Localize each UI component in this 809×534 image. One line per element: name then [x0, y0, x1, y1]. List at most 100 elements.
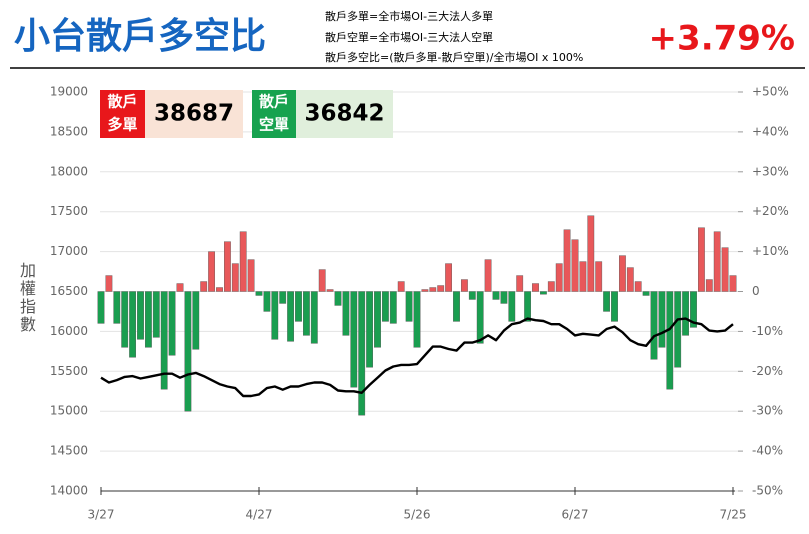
y-tick-label: 14000: [50, 484, 88, 498]
chart-title: 小台散戶多空比: [14, 16, 266, 57]
y2-tick-label: -40%: [752, 444, 783, 458]
bar: [508, 291, 516, 322]
bar: [389, 291, 397, 324]
bar: [176, 283, 184, 292]
bar: [326, 289, 334, 292]
bar: [437, 285, 445, 292]
legend-value-box: [296, 90, 393, 138]
bar: [587, 215, 595, 292]
bar: [223, 241, 231, 292]
headline: +3.79%: [649, 19, 795, 59]
legend-label: 空單: [259, 116, 289, 134]
bar: [658, 291, 666, 348]
bar: [650, 291, 658, 360]
bar: [611, 291, 618, 322]
bar: [318, 269, 326, 292]
bar: [105, 275, 113, 292]
bar: [421, 289, 429, 292]
bar: [358, 291, 366, 416]
bar: [626, 267, 634, 292]
y-tick-label: 15000: [50, 404, 88, 418]
bar: [468, 291, 476, 300]
bar: [334, 291, 342, 306]
bar: [532, 283, 539, 292]
bar: [705, 279, 713, 292]
y2-tick-label: 0: [752, 284, 760, 298]
note: 散戶空單=全市場OI-三大法人空單: [325, 30, 493, 44]
y-tick-label: 14500: [50, 444, 88, 458]
bar: [579, 261, 587, 292]
bar: [634, 281, 642, 292]
y-tick-label: 17500: [50, 204, 88, 218]
y-tick-label: 18000: [50, 164, 88, 178]
bar: [342, 291, 350, 336]
bar: [429, 287, 437, 292]
bar: [619, 255, 626, 292]
legend-label: 多單: [107, 116, 137, 134]
bar: [674, 291, 682, 368]
note: 散戶多空比=(散戶多單-散戶空單)/全市場OI x 100%: [325, 50, 583, 64]
bar: [160, 291, 168, 390]
y-tick-label: 16000: [50, 324, 88, 338]
bar: [247, 259, 255, 292]
bar: [129, 291, 136, 358]
bar: [144, 291, 152, 348]
bar: [642, 291, 650, 296]
legend-label: 散戶: [259, 93, 289, 111]
bar: [113, 291, 121, 324]
bar: [547, 281, 555, 292]
x-tick-label: 5/26: [404, 508, 431, 522]
y-tick-label: 15500: [50, 364, 88, 378]
bar: [303, 291, 310, 336]
y-tick-label: 17000: [50, 244, 88, 258]
bar: [698, 227, 705, 292]
bar: [231, 263, 239, 292]
bar: [287, 291, 294, 342]
x-tick-label: 7/25: [720, 508, 747, 522]
bar: [374, 291, 381, 348]
y-tick-label: 18500: [50, 124, 88, 138]
bar: [682, 291, 690, 336]
x-tick-label: 4/27: [246, 508, 273, 522]
y-axis-label: 加權指數: [17, 262, 36, 334]
y-tick-label: 19000: [50, 85, 88, 99]
y-tick-label: 16500: [50, 284, 88, 298]
bar: [713, 231, 721, 292]
bar: [563, 229, 571, 292]
bar: [216, 287, 223, 292]
bar: [721, 247, 729, 292]
y2-tick-label: +20%: [752, 204, 789, 218]
bar: [208, 251, 215, 292]
bar: [461, 279, 468, 292]
bar: [476, 291, 484, 344]
bar: [366, 291, 373, 368]
bar: [492, 291, 500, 300]
bar: [555, 263, 563, 292]
bar: [295, 291, 302, 322]
bar: [571, 239, 579, 292]
bar: [263, 291, 271, 312]
bar: [168, 291, 176, 356]
bar: [524, 291, 532, 322]
note: 散戶多單=全市場OI-三大法人多單: [325, 9, 493, 23]
y2-tick-label: -10%: [752, 324, 783, 338]
y2-tick-label: +40%: [752, 124, 789, 138]
y2-tick-label: -30%: [752, 404, 783, 418]
bar: [540, 291, 547, 295]
bar: [690, 291, 697, 328]
bar: [729, 275, 737, 292]
bar: [666, 291, 674, 390]
index-line: [100, 317, 734, 398]
bar: [405, 291, 413, 322]
bar: [350, 291, 358, 388]
legend-swatch: [100, 90, 145, 138]
bar: [121, 291, 129, 348]
bar: [271, 291, 279, 340]
x-tick-label: 6/27: [562, 508, 589, 522]
legend-value-box: [145, 90, 243, 138]
bar: [382, 291, 389, 322]
bar: [239, 231, 247, 292]
bar: [484, 259, 492, 292]
bar: [310, 291, 318, 344]
bar: [97, 291, 105, 324]
